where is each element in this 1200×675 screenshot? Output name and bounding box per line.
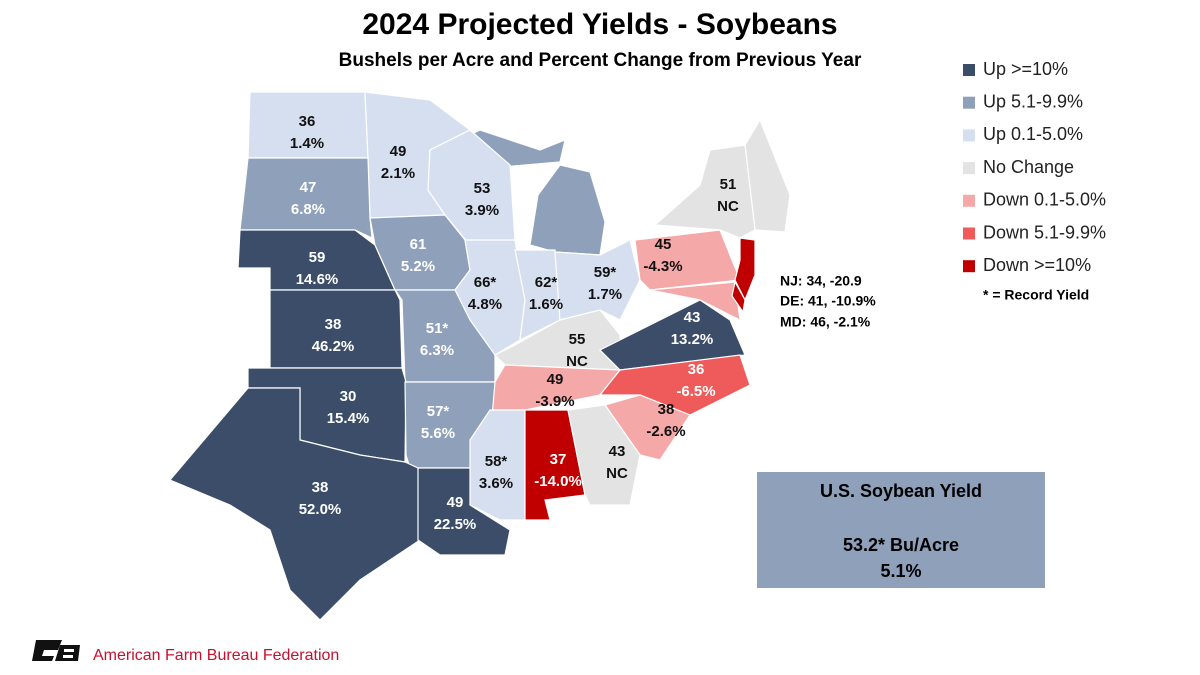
state-yield: 55 [569,331,586,348]
state-change: NC [566,353,588,370]
legend-swatch [963,129,975,142]
note: * = Record Yield [983,287,1089,303]
state-yield: 57* [427,403,450,420]
state-change: -2.6% [646,423,685,440]
subtitle: Bushels per Acre and Percent Change from… [339,50,862,71]
state-yield: 36 [299,113,316,130]
legend-label: Down >=10% [983,255,1091,275]
state-change: 15.4% [327,410,370,427]
state-yield: 66* [474,274,497,291]
state-yield: 37 [550,451,567,468]
state-yield: 38 [325,316,342,333]
state-yield: 51 [720,176,737,193]
legend-label: Up 5.1-9.9% [983,91,1083,111]
state [634,229,741,291]
state-change: 13.2% [671,331,714,348]
state-change: -3.9% [535,393,574,410]
state-yield: 61 [410,236,427,253]
state-yield: 43 [684,309,701,326]
legend: Up >=10% Up 5.1-9.9% Up 0.1-5.0% No Change D… [963,59,1106,275]
legend-swatch [963,227,975,240]
state-yield: 38 [312,479,329,496]
state-yield: 47 [300,179,317,196]
state-change: 1.4% [290,135,324,152]
state-yield: 45 [655,236,672,253]
state-change: 5.6% [421,425,455,442]
state-change: NC [606,465,628,482]
legend-label: No Change [983,157,1074,177]
state [239,157,373,239]
state-change: 22.5% [434,516,477,533]
state-yield: 49 [390,143,407,160]
callout: NJ: 34, -20.9 [780,273,862,289]
state-yield: 30 [340,388,357,405]
state-change: 5.2% [401,258,435,275]
state [417,467,511,556]
state-yield: 59 [309,249,326,266]
michigan [529,164,606,256]
state [169,387,421,621]
state-change: NC [717,198,739,215]
state-yield: 59* [594,264,617,281]
state-yield: 49 [447,494,464,511]
state-yield: 53 [474,180,491,197]
summary-box [757,472,1045,588]
legend-swatch [963,96,975,109]
legend-swatch [963,64,975,76]
legend-label: Down 0.1-5.0% [983,190,1106,210]
state-yield: 62* [535,274,558,291]
state [269,289,403,369]
callout: DE: 41, -10.9% [780,293,876,309]
legend-swatch [963,162,975,175]
summary-change: 5.1% [880,561,921,581]
state-yield: 51* [426,320,449,337]
state-change: -6.5% [676,383,715,400]
state-change: 3.9% [465,202,499,219]
state-change: 1.6% [529,296,563,313]
state-yield: 38 [658,401,675,418]
map [169,91,791,621]
state-change: 6.8% [291,201,325,218]
legend-swatch [963,194,975,207]
state-yield: 58* [485,453,508,470]
state [653,144,756,239]
state [514,249,561,342]
logo [32,640,80,661]
legend-label: Up 0.1-5.0% [983,124,1083,144]
title: 2024 Projected Yields - Soybeans [362,8,837,41]
state-change: 6.3% [420,342,454,359]
summary-yield: 53.2* Bu/Acre [843,535,959,555]
state-yield: 43 [609,443,626,460]
legend-swatch [963,260,975,273]
state-change: 3.6% [479,475,513,492]
callout: MD: 46, -2.1% [780,314,871,330]
state [393,289,496,383]
legend-label: Down 5.1-9.9% [983,222,1106,242]
state-change: 1.7% [588,286,622,303]
state [567,404,641,506]
summary-title: U.S. Soybean Yield [820,481,982,501]
state-change: -14.0% [534,473,582,490]
state-change: 14.6% [296,271,339,288]
state-change: 52.0% [299,501,342,518]
legend-label: Up >=10% [983,59,1068,79]
state-change: -4.3% [643,258,682,275]
state-yield: 49 [547,371,564,388]
state-yield: 36 [688,361,705,378]
state [649,281,741,322]
footer: American Farm Bureau Federation [93,647,339,664]
state [731,280,746,314]
state-change: 4.8% [468,296,502,313]
state-change: 2.1% [381,165,415,182]
state-change: 46.2% [312,338,355,355]
